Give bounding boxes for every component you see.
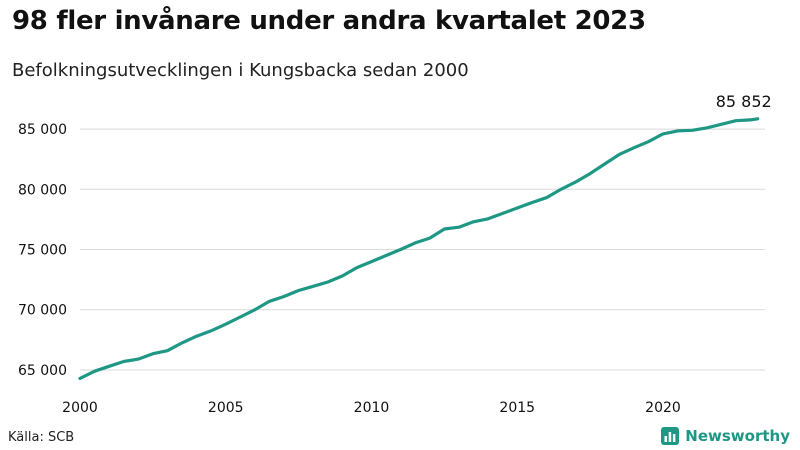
end-value-label: 85 852 <box>716 92 772 111</box>
grid-lines <box>80 128 765 371</box>
end-label-group: 85 852 <box>716 92 772 111</box>
bar-chart-icon <box>661 427 680 445</box>
x-tick-label: 2020 <box>645 400 681 416</box>
series-line-0 <box>78 117 760 380</box>
y-tick-label: 75 000 <box>18 243 67 259</box>
x-axis: 2000 2005 2010 2015 2020 <box>62 400 681 416</box>
y-tick-label: 85 000 <box>18 122 67 138</box>
x-tick-label: 2005 <box>208 400 244 416</box>
x-tick-label: 2000 <box>62 400 98 416</box>
chart-subtitle: Befolkningsutvecklingen i Kungsbacka sed… <box>12 60 469 81</box>
y-tick-label: 70 000 <box>18 303 67 319</box>
y-axis: 65 000 70 000 75 000 80 000 85 000 <box>18 122 67 379</box>
chart-title: 98 fler invånare under andra kvartalet 2… <box>12 6 646 36</box>
series-group <box>78 117 760 380</box>
source-note: Källa: SCB <box>8 430 75 445</box>
brand-name: Newsworthy <box>685 427 790 445</box>
x-tick-label: 2010 <box>354 400 390 416</box>
y-tick-label: 80 000 <box>18 182 67 198</box>
y-tick-label: 65 000 <box>18 363 67 379</box>
x-tick-label: 2015 <box>499 400 535 416</box>
brand-logo: Newsworthy <box>661 427 790 445</box>
